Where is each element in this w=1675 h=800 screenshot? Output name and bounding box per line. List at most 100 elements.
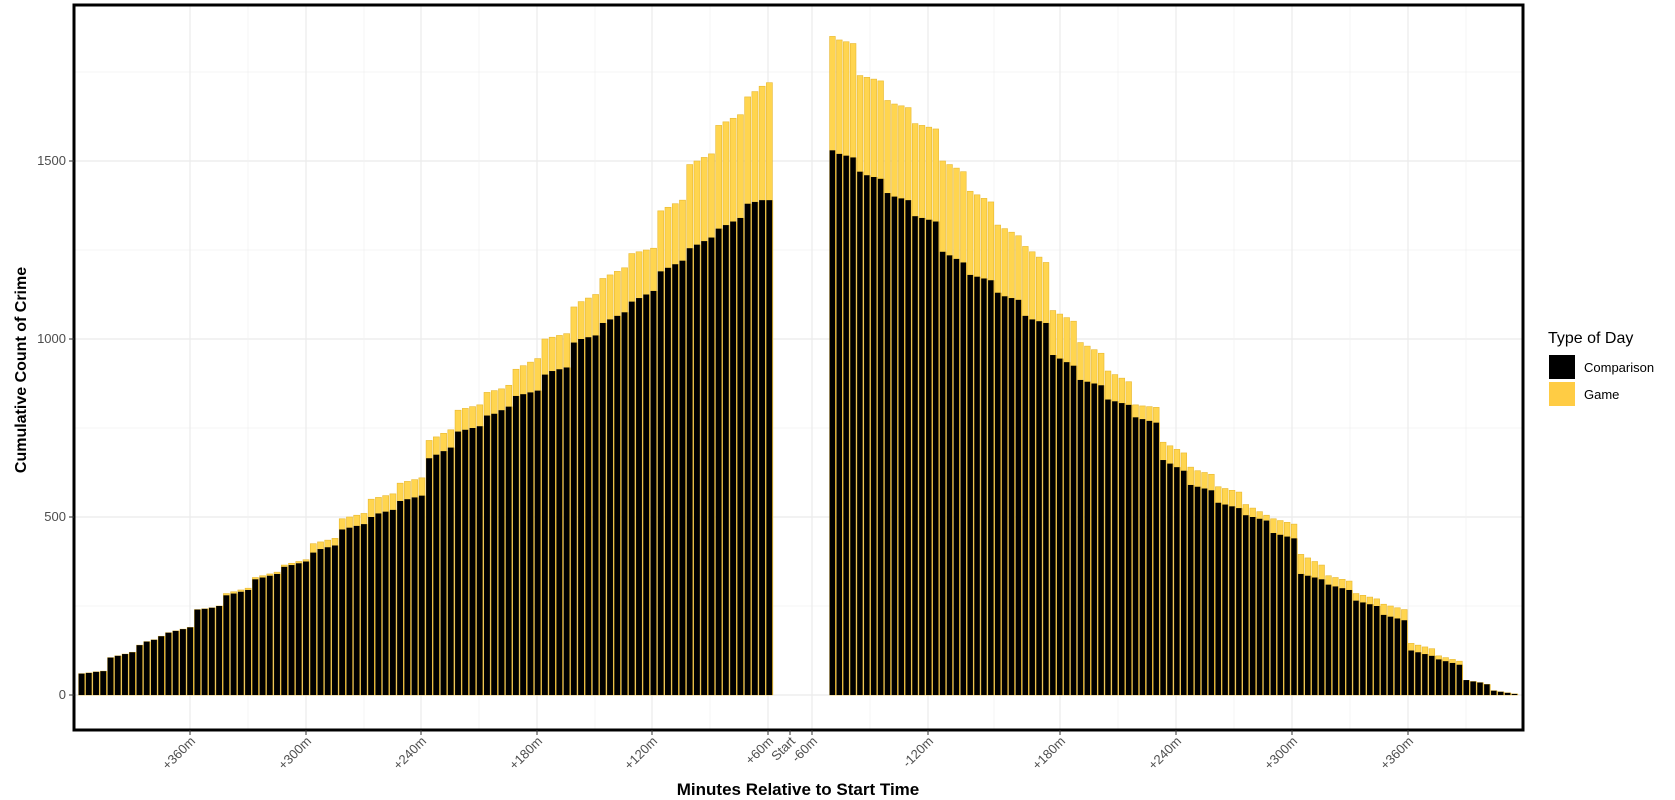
bar-comparison [1132, 417, 1139, 695]
bar-comparison [512, 395, 520, 695]
bar-comparison [708, 237, 715, 696]
bar-comparison [382, 511, 389, 695]
bar-comparison [1456, 664, 1463, 695]
bar-comparison [1401, 620, 1408, 695]
bar-comparison [1491, 690, 1497, 695]
bar-comparison [1484, 684, 1490, 695]
bar-comparison [447, 447, 454, 695]
bar-comparison [891, 196, 898, 695]
bar-comparison [926, 219, 932, 696]
bar-comparison [919, 217, 925, 695]
bar-comparison [657, 271, 664, 695]
bar-comparison [245, 589, 252, 695]
bar-comparison [1229, 506, 1235, 695]
bar-comparison [230, 593, 237, 695]
bar-comparison [912, 216, 918, 695]
bar-comparison [1056, 358, 1063, 695]
bar-comparison [187, 627, 194, 695]
bar-comparison [1015, 299, 1022, 695]
bar-comparison [143, 641, 150, 695]
bar-comparison [1497, 691, 1504, 695]
bar-comparison [484, 415, 491, 695]
bar-comparison [404, 499, 411, 695]
bar-comparison [585, 337, 592, 695]
bar-comparison [905, 200, 912, 695]
bar-comparison [1367, 604, 1373, 695]
bar-comparison [527, 392, 534, 695]
legend-key-comparison [1549, 355, 1575, 379]
bar-comparison [967, 274, 974, 695]
bar-comparison [1256, 518, 1263, 695]
x-tick-label: +360m [1377, 734, 1416, 773]
bar-comparison [303, 561, 310, 695]
x-tick-label: +120m [621, 734, 660, 773]
bar-comparison [274, 573, 281, 695]
bar-comparison [266, 575, 273, 695]
bar-comparison [201, 608, 208, 695]
bar-comparison [310, 552, 317, 695]
bar-comparison [462, 429, 469, 695]
bar-comparison [1504, 692, 1511, 695]
bar-comparison [1180, 470, 1187, 695]
bar-comparison [114, 655, 121, 695]
bar-comparison [1215, 502, 1222, 695]
bar-comparison [946, 255, 953, 695]
bar-comparison [744, 203, 751, 695]
bar-comparison [491, 413, 498, 695]
bar-comparison [317, 549, 324, 695]
bar-comparison [607, 319, 614, 695]
bar-comparison [877, 178, 884, 696]
bar-comparison [870, 177, 877, 695]
bar-comparison [1477, 682, 1483, 695]
bar-comparison [759, 200, 766, 695]
bar-comparison [715, 228, 722, 695]
bar-comparison [1125, 404, 1132, 695]
legend-key-game [1549, 382, 1575, 406]
bar-comparison [281, 566, 288, 695]
bar-comparison [331, 545, 339, 695]
x-tick-label: -120m [899, 734, 936, 771]
bar-comparison [621, 312, 628, 695]
bar-comparison [737, 217, 744, 695]
bar-comparison [1277, 534, 1284, 695]
bar-comparison [766, 200, 773, 695]
bar-comparison [78, 673, 85, 695]
bar-comparison [1201, 488, 1208, 695]
panel-border [72, 3, 1525, 732]
bar-comparison [1380, 614, 1387, 695]
bar-comparison [570, 342, 577, 695]
bar-comparison [1442, 661, 1449, 695]
bar-comparison [599, 322, 606, 695]
bar-comparison [1415, 652, 1421, 695]
bar-comparison [252, 579, 259, 695]
bar-comparison [988, 280, 994, 695]
bar-comparison [1449, 662, 1456, 695]
bar-comparison [1332, 586, 1339, 695]
bar-comparison [843, 155, 850, 695]
legend-label-game: Game [1584, 387, 1619, 402]
bar-comparison [1298, 573, 1304, 695]
bar-comparison [679, 260, 686, 695]
bar-comparison [534, 390, 541, 695]
bar-comparison [981, 278, 987, 695]
bar-comparison [592, 335, 599, 695]
bar-comparison [628, 301, 635, 695]
bar-comparison [1470, 681, 1477, 695]
bar-comparison [1139, 419, 1146, 695]
bar-comparison [864, 175, 870, 696]
bar-comparison [1429, 655, 1435, 695]
bar-comparison [939, 251, 946, 695]
bar-comparison [295, 563, 302, 695]
bar-comparison [1394, 618, 1401, 695]
bar-comparison [208, 607, 215, 695]
bar-comparison [730, 221, 737, 695]
bar-comparison [1387, 616, 1394, 695]
y-axis: 0 500 1000 1500 [37, 153, 74, 702]
y-tick-label: 500 [44, 509, 66, 524]
bar-comparison [1353, 600, 1359, 695]
bar-comparison [389, 509, 396, 695]
bar-comparison [259, 577, 266, 695]
bar-comparison [898, 198, 905, 695]
bar-comparison [1463, 680, 1470, 695]
y-tick-label: 1000 [37, 331, 66, 346]
